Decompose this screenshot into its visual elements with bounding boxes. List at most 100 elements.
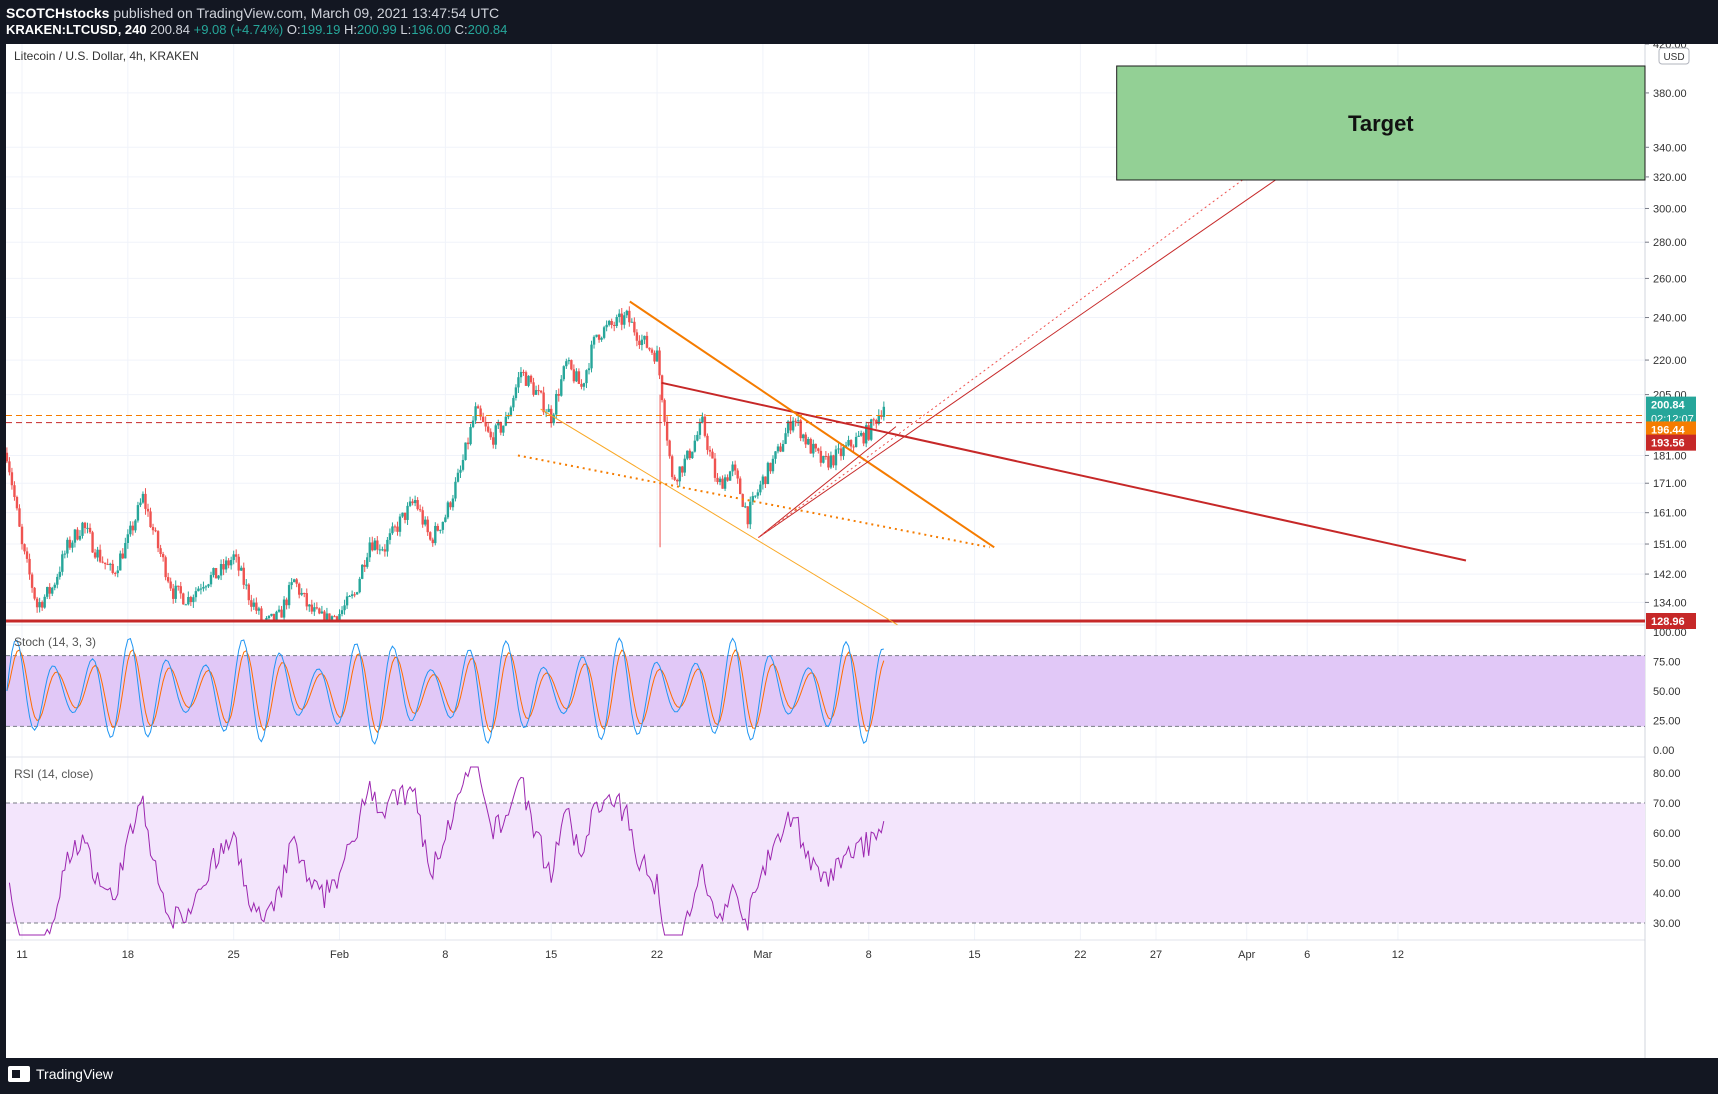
- currency-label: USD: [1663, 52, 1684, 63]
- candle-body: [796, 420, 800, 422]
- candle-body: [126, 534, 130, 543]
- price-tick-label: 240.00: [1653, 313, 1687, 325]
- time-tick-label: 8: [442, 949, 448, 961]
- target-rectangle[interactable]: [1116, 65, 1646, 181]
- candle-body: [224, 560, 228, 570]
- candle-body: [408, 501, 412, 506]
- wedge-upper-line[interactable]: [629, 300, 995, 549]
- candle-body: [807, 438, 810, 445]
- stoch-tick-label: 100.00: [1653, 627, 1687, 639]
- open-value: 199.19: [300, 22, 341, 37]
- candle-body: [371, 542, 374, 551]
- chart-svg[interactable]: Target Stoch (14, 3, 3) RSI (14, close) …: [5, 39, 1718, 1058]
- candle-body: [207, 584, 210, 587]
- candle-body: [338, 614, 341, 622]
- candle-body: [650, 349, 654, 353]
- candle-body: [222, 564, 225, 570]
- candle-body: [847, 440, 850, 446]
- open-label: O:: [286, 22, 301, 37]
- stoch-pane: Stoch (14, 3, 3): [6, 635, 1645, 745]
- candle-body: [391, 526, 394, 534]
- price-axis-bg[interactable]: [1645, 44, 1718, 1058]
- candle-body: [189, 596, 193, 603]
- candle-body: [522, 371, 525, 373]
- candle-body: [519, 371, 523, 378]
- chart-area[interactable]: Target Stoch (14, 3, 3) RSI (14, close) …: [5, 39, 1718, 1058]
- candle-body: [504, 416, 508, 426]
- candle-body: [439, 529, 442, 531]
- candle-body: [859, 432, 863, 436]
- candle-body: [106, 564, 109, 566]
- candle-body: [83, 522, 87, 529]
- candle-body: [217, 575, 220, 579]
- price-label-box[interactable]: [1646, 421, 1696, 438]
- tradingview-logo[interactable]: TradingView: [8, 1066, 113, 1082]
- candle-body: [653, 352, 656, 362]
- price-tick-label: 161.00: [1653, 508, 1687, 520]
- publisher-name[interactable]: SCOTCHstocks: [6, 5, 110, 21]
- candle-body: [204, 586, 208, 588]
- candle-body: [46, 587, 49, 597]
- candle-body: [862, 432, 865, 444]
- candle-body: [229, 560, 233, 566]
- price-tick-label: 300.00: [1653, 203, 1687, 215]
- candle-body: [643, 335, 646, 340]
- candle-body: [388, 533, 392, 540]
- candle-body: [124, 542, 127, 559]
- price-label-box[interactable]: [1646, 434, 1696, 451]
- candle-body: [78, 535, 82, 540]
- projection-line[interactable]: [758, 176, 1281, 539]
- time-tick-label: 25: [228, 949, 240, 961]
- candle-body: [348, 596, 351, 598]
- candle-body: [784, 433, 787, 444]
- candle-body: [61, 554, 64, 572]
- candle-body: [683, 458, 686, 473]
- candle-body: [310, 604, 313, 612]
- price-tick-label: 142.00: [1653, 569, 1687, 581]
- candle-body: [164, 557, 167, 578]
- candle-body: [340, 610, 344, 615]
- candle-body: [212, 567, 215, 576]
- rsi-tick-label: 40.00: [1653, 888, 1681, 900]
- candle-body: [723, 477, 727, 489]
- candle-body: [426, 519, 429, 533]
- dotted-trend-line[interactable]: [517, 454, 990, 549]
- candle-body: [524, 372, 528, 386]
- projection-dotted-line[interactable]: [758, 154, 1278, 539]
- candle-body: [872, 419, 875, 421]
- candle-body: [111, 563, 114, 573]
- candle-body: [703, 416, 707, 436]
- candle-body: [718, 478, 722, 483]
- candle-body: [63, 553, 67, 555]
- candle-body: [534, 390, 538, 395]
- candle-body: [66, 539, 69, 554]
- candle-body: [28, 558, 31, 575]
- ascending-support-line[interactable]: [758, 426, 897, 538]
- price-label-box[interactable]: [1646, 613, 1696, 629]
- candle-body: [444, 517, 447, 522]
- wedge-lower-line[interactable]: [540, 408, 898, 626]
- candle-body: [625, 310, 628, 316]
- candle-body: [663, 400, 666, 422]
- candle-body: [464, 442, 467, 460]
- candle-body: [194, 591, 198, 598]
- candle-body: [539, 390, 543, 393]
- candle-body: [769, 462, 772, 472]
- candle-body: [529, 375, 533, 383]
- chart-title: Litecoin / U.S. Dollar, 4h, KRAKEN: [14, 49, 199, 63]
- currency-badge[interactable]: [1658, 47, 1690, 65]
- candle-body: [91, 532, 94, 553]
- grid-lines: [6, 44, 1718, 941]
- candle-body: [726, 477, 729, 481]
- candle-body: [867, 425, 870, 440]
- candle-body: [406, 505, 409, 520]
- candle-body: [353, 594, 356, 596]
- target-label: Target: [1348, 111, 1414, 136]
- candle-body: [809, 438, 812, 454]
- candle-body: [363, 564, 366, 567]
- candle-body: [275, 611, 278, 622]
- candle-body: [172, 588, 175, 599]
- candle-body: [446, 502, 450, 518]
- candle-body: [499, 423, 502, 433]
- descending-resistance-line[interactable]: [661, 381, 1467, 562]
